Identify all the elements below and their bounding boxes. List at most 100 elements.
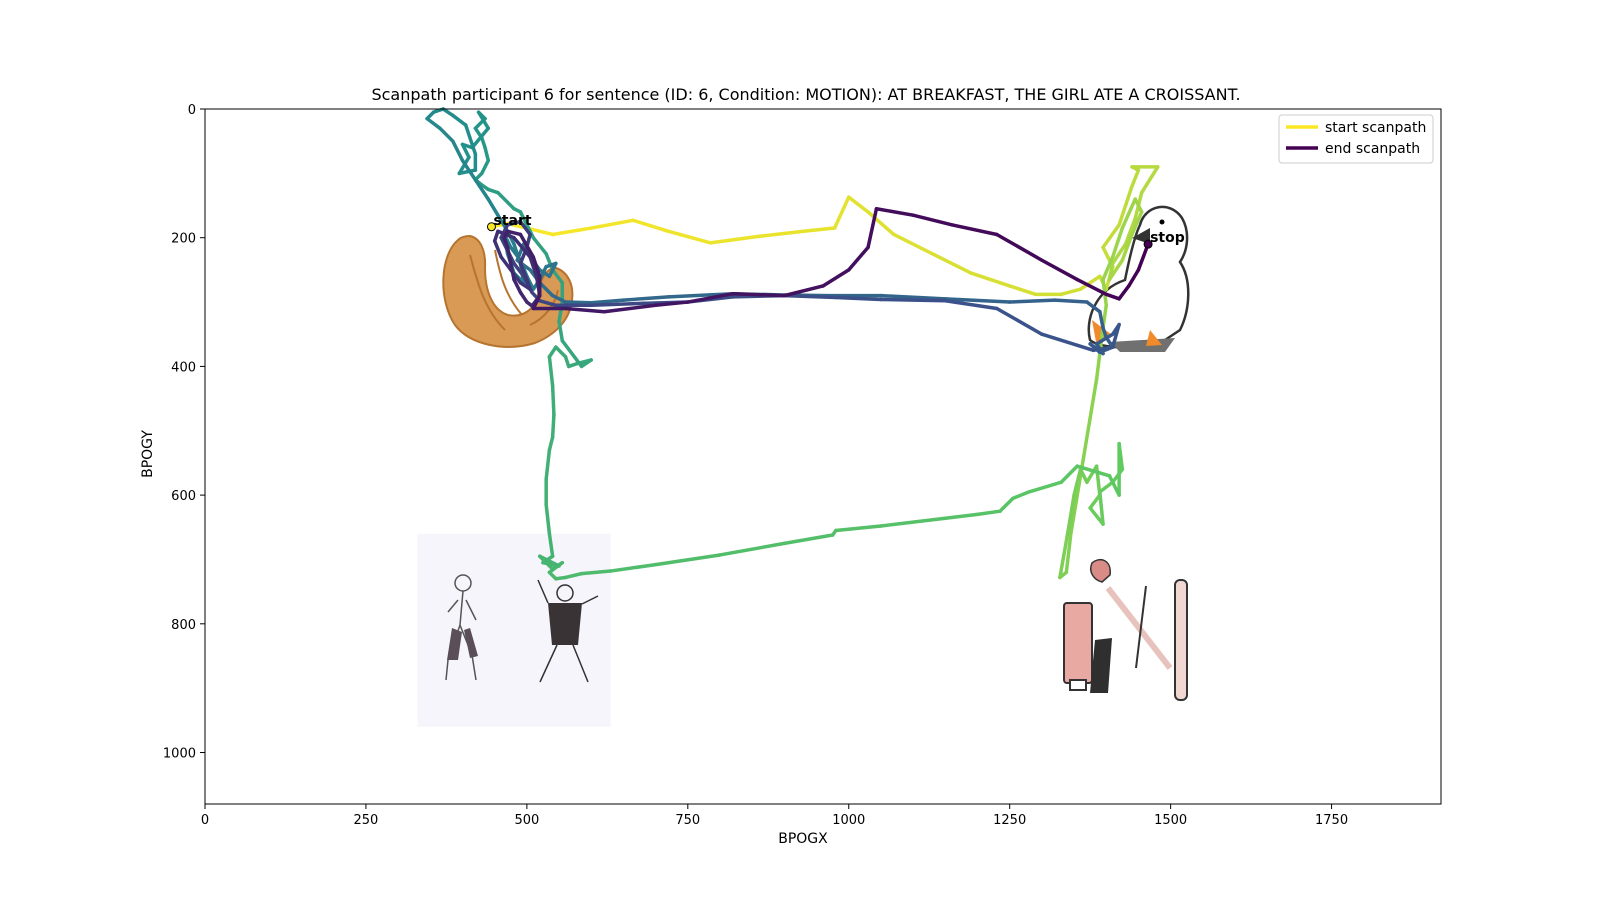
scanpath-segment	[1117, 203, 1128, 227]
scanpath-segment	[441, 107, 455, 118]
scanpath-segment	[1117, 284, 1131, 301]
scanpath-segment	[492, 239, 503, 259]
scanpath-segment	[847, 195, 870, 214]
scanpath-segment	[874, 206, 915, 217]
scanpath-segment	[653, 553, 722, 567]
scanpath-segment	[463, 123, 478, 156]
scanpath-segment	[525, 226, 555, 237]
scanpath-segment	[1078, 274, 1102, 291]
scanpath-segment	[1065, 493, 1076, 536]
scanpath-segment	[538, 281, 555, 298]
scanpath-segment	[1085, 300, 1102, 314]
scanpath-segment	[1027, 480, 1063, 494]
scanpath-segment	[782, 284, 825, 298]
dancer-left-pants	[447, 628, 478, 660]
scanpath-segment	[866, 210, 896, 237]
scanpath-segment	[1064, 531, 1073, 575]
legend-label-start: start scanpath	[1325, 120, 1426, 136]
scanpath-segment	[686, 291, 735, 304]
scanpath-segment	[563, 306, 606, 314]
scanpath-segment	[1110, 226, 1125, 259]
scanpath-segment	[1059, 287, 1083, 297]
y-axis: 0 200 400 600 800 1000	[163, 103, 205, 762]
scanpath-segment	[1088, 493, 1102, 510]
scanpath-segment	[1107, 474, 1121, 497]
scanpath-segment	[496, 190, 510, 205]
scanpath-segment	[499, 223, 510, 240]
scanpath-segment	[1130, 168, 1141, 188]
scanpath-segment	[1059, 464, 1080, 484]
x-axis: 0 250 500 750 1000 1250 1500 1750	[201, 804, 1348, 828]
scanpath-segment	[1110, 242, 1128, 266]
scanpath-segment	[969, 271, 1012, 288]
scanpath-segment	[892, 232, 935, 256]
chart-title: Scanpath participant 6 for sentence (ID:…	[371, 85, 1240, 104]
start-label: start	[493, 213, 531, 229]
sponge-wand-icon	[1174, 579, 1188, 701]
croissant-detail	[469, 249, 559, 331]
scanpath-segment	[1123, 184, 1134, 208]
scanpath-segment	[512, 277, 523, 295]
scanpath-segment	[1120, 232, 1134, 262]
scanpath-segment	[631, 218, 671, 234]
scanpath-segment	[1098, 480, 1115, 494]
scanpath-segment	[1094, 332, 1115, 346]
scanpath-segment	[557, 319, 565, 343]
scanpath-segment	[547, 355, 555, 388]
axes-frame	[204, 108, 1442, 805]
scanpath-segment	[718, 541, 787, 557]
scanpath-segment	[509, 261, 516, 282]
scanpath-segment	[879, 516, 948, 528]
scanpath-segment	[483, 145, 490, 163]
y-tick-label: 600	[171, 489, 196, 504]
scanpath-segment	[541, 554, 555, 565]
scanpath-segment	[1040, 258, 1080, 282]
x-axis-label: BPOGX	[778, 831, 828, 847]
scanpath-segment	[1127, 268, 1141, 288]
scanpath-segment	[1101, 223, 1121, 250]
scanpath-segment	[518, 261, 529, 282]
stimulus-croissant	[442, 234, 574, 348]
scanpath-segment	[1075, 464, 1112, 478]
duck-foot-2	[1146, 330, 1162, 346]
scanpath-segment	[756, 229, 806, 239]
scanpath-segment	[1058, 531, 1070, 580]
scanpath-segment	[1094, 351, 1102, 382]
scanpath-segment	[1139, 165, 1160, 195]
scanpath-segment	[943, 299, 999, 311]
scanpath-segment	[782, 533, 835, 546]
scanpath-segment	[531, 293, 542, 311]
scanpath-segment	[531, 255, 542, 279]
scanpath-segment	[505, 219, 523, 227]
x-tick-label: 1000	[832, 813, 865, 828]
scanpath-segment	[425, 116, 442, 131]
scanpath-segment	[1123, 216, 1137, 246]
x-tick-label: 250	[354, 813, 379, 828]
scanpath-segment	[1088, 506, 1105, 526]
scanpath-segment	[550, 268, 565, 285]
scanpath-segment	[653, 300, 690, 308]
scanpath-segment	[579, 358, 593, 369]
scanpath-segment	[1072, 467, 1083, 497]
scanpath-segment	[1107, 258, 1125, 282]
scanpath-segment	[801, 226, 837, 234]
x-tick-label: 1500	[1154, 813, 1187, 828]
scanpath-segment	[528, 255, 539, 279]
scanpath-segment	[1007, 298, 1057, 304]
scanpath-segment	[1081, 416, 1092, 459]
scanpath-segment	[544, 503, 552, 536]
scanpath-segment	[1120, 197, 1137, 230]
scanpath-segment	[476, 110, 490, 131]
scanpath-segment	[518, 219, 532, 237]
scanpath-segment	[518, 281, 532, 291]
scanpath-segment	[579, 569, 613, 576]
scanpath-segment	[512, 261, 526, 279]
scanpath-segment	[544, 448, 552, 481]
scanpath-markers: start stop	[486, 213, 1185, 249]
lipstick-tube-icon	[1063, 602, 1093, 684]
dancer-right-icon	[537, 579, 599, 683]
scanpath-segment	[832, 195, 851, 230]
scanpath-segment	[1078, 467, 1089, 484]
duck-eye	[1159, 219, 1165, 225]
